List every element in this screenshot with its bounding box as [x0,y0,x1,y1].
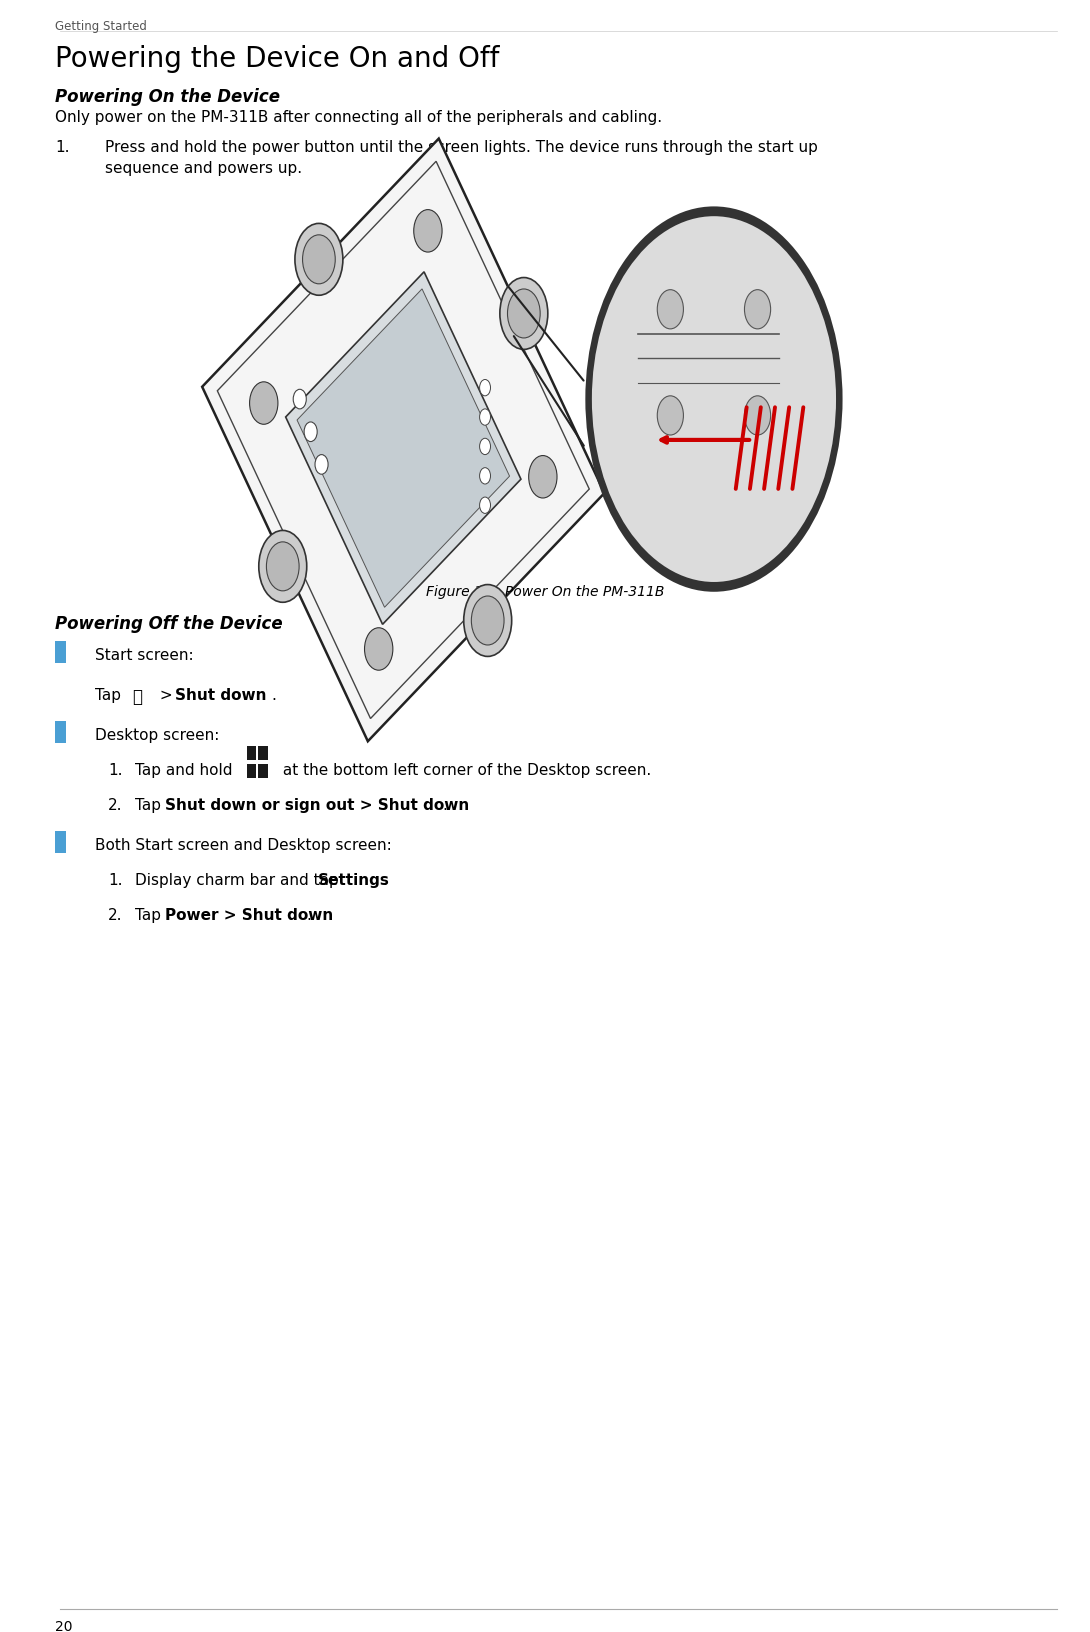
Text: Display charm bar and tap: Display charm bar and tap [135,873,343,888]
Text: .: . [382,873,387,888]
Text: 1.: 1. [108,873,122,888]
Text: Powering the Device On and Off: Powering the Device On and Off [54,46,499,73]
Circle shape [657,397,683,436]
Circle shape [480,380,491,397]
Circle shape [480,468,491,485]
Circle shape [250,382,278,424]
FancyBboxPatch shape [54,832,65,854]
Text: 1.: 1. [54,140,70,155]
Circle shape [266,542,299,591]
Polygon shape [202,139,605,743]
Circle shape [364,628,392,671]
Text: Figure 13.  Power On the PM-311B: Figure 13. Power On the PM-311B [426,584,664,599]
Text: Tap: Tap [95,687,125,702]
Circle shape [480,498,491,514]
FancyBboxPatch shape [54,721,65,743]
Circle shape [657,290,683,330]
Text: 20: 20 [54,1619,73,1632]
Circle shape [480,439,491,455]
Text: Only power on the PM-311B after connecting all of the peripherals and cabling.: Only power on the PM-311B after connecti… [54,109,662,126]
Text: Desktop screen:: Desktop screen: [95,728,219,743]
FancyBboxPatch shape [247,747,256,761]
Text: Getting Started: Getting Started [54,20,147,33]
Circle shape [585,207,843,592]
Text: 2.: 2. [108,798,122,813]
Circle shape [303,235,336,284]
Text: .: . [443,798,447,813]
Text: Shut down: Shut down [175,687,266,702]
Polygon shape [298,290,509,607]
Circle shape [508,290,541,339]
Text: .: . [306,907,311,922]
Text: 2.: 2. [108,907,122,922]
Circle shape [295,224,343,295]
Circle shape [500,279,548,351]
Text: Power > Shut down: Power > Shut down [165,907,334,922]
Text: Powering Off the Device: Powering Off the Device [54,615,282,633]
FancyBboxPatch shape [258,747,268,761]
Text: Powering On the Device: Powering On the Device [54,88,280,106]
Circle shape [744,397,771,436]
Polygon shape [286,273,521,625]
Circle shape [592,217,836,583]
Circle shape [529,457,557,499]
Circle shape [463,586,511,658]
Text: Shut down or sign out > Shut down: Shut down or sign out > Shut down [165,798,470,813]
Text: ⏻: ⏻ [132,687,142,705]
Text: Settings: Settings [318,873,390,888]
Circle shape [744,290,771,330]
Text: at the bottom left corner of the Desktop screen.: at the bottom left corner of the Desktop… [278,762,651,777]
FancyBboxPatch shape [54,641,65,663]
Circle shape [293,390,306,410]
Text: Tap and hold: Tap and hold [135,762,238,777]
Circle shape [471,597,504,646]
FancyBboxPatch shape [247,764,256,778]
Text: Tap: Tap [135,798,166,813]
Text: 1.: 1. [108,762,122,777]
Circle shape [414,211,443,253]
Text: Both Start screen and Desktop screen:: Both Start screen and Desktop screen: [95,837,391,852]
Text: Press and hold the power button until the screen lights. The device runs through: Press and hold the power button until th… [105,140,818,176]
FancyBboxPatch shape [258,764,268,778]
Text: Start screen:: Start screen: [95,648,194,663]
Circle shape [315,455,328,475]
Text: Tap: Tap [135,907,166,922]
Text: >: > [155,687,178,702]
Circle shape [304,423,317,442]
Circle shape [258,530,306,602]
Text: .: . [271,687,276,702]
Circle shape [480,410,491,426]
